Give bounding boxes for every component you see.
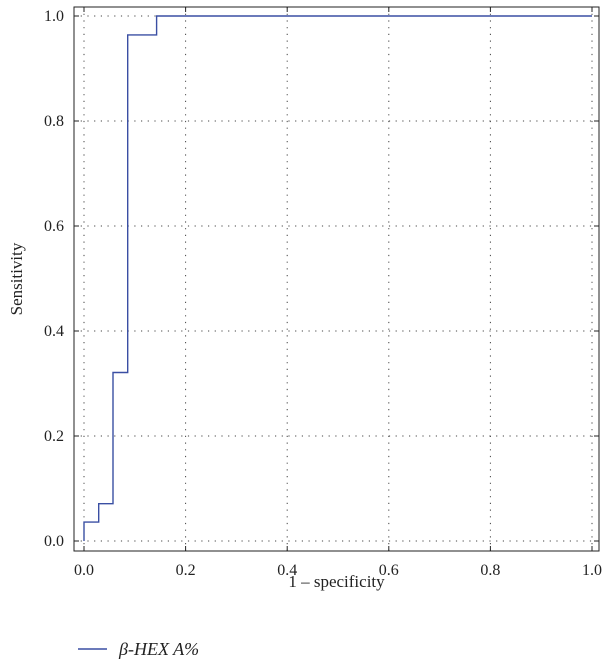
y-tick-label: 0.0 [44,533,64,550]
y-tick-label: 0.4 [44,323,64,340]
x-tick-label: 0.0 [74,562,94,579]
series-line-beta-hex-a [83,15,592,541]
x-tick-label: 0.2 [176,562,196,579]
legend-label-beta-hex-a: β-HEX A% [118,639,199,659]
y-tick-label: 0.2 [44,428,64,445]
y-tick-label: 0.6 [44,218,64,235]
x-tick-label: 1.0 [582,562,602,579]
x-tick-label: 0.8 [480,562,500,579]
y-axis-title: Sensitivity [7,242,26,315]
y-tick-label: 0.8 [44,113,64,130]
legend: β-HEX A% [78,639,199,659]
x-tick-label: 0.4 [277,562,297,579]
y-tick-label: 1.0 [44,8,64,25]
x-axis-title: 1 – specificity [288,572,385,591]
x-tick-label: 0.6 [379,562,399,579]
series-lines [83,15,592,541]
axis-ticks: 0.0 0.2 0.4 0.6 0.8 1.0 0.0 0.2 0.4 0.6 0.8 1.0 [44,7,602,579]
plot-area-frame [73,6,600,552]
grid-lines [74,7,599,551]
